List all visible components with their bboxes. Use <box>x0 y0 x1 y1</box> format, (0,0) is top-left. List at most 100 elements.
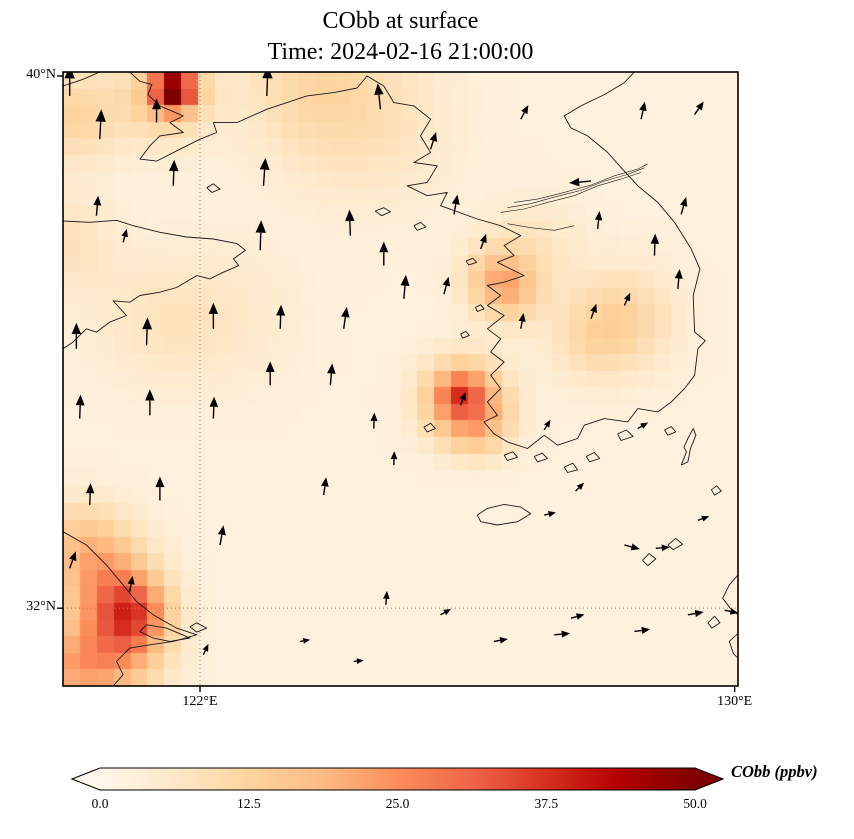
coastline <box>474 304 485 312</box>
wind-arrow-shaft <box>202 650 206 656</box>
wind-arrow-shaft <box>543 425 548 431</box>
wind-arrow-head <box>443 608 451 616</box>
coastline <box>63 219 246 350</box>
wind-arrow-head <box>575 613 585 620</box>
wind-arrow-head <box>459 392 466 401</box>
wind-arrow-head <box>729 608 738 615</box>
wind-arrow-head <box>623 292 631 302</box>
wind-arrow-head <box>69 551 77 562</box>
colorbar-outline <box>70 767 725 791</box>
colorbar-extend-max-arrow <box>695 768 723 790</box>
wind-arrow-shaft <box>493 639 501 643</box>
wind-arrow-head <box>390 451 398 460</box>
wind-arrow-shaft <box>385 598 388 605</box>
wind-arrow-head <box>594 211 603 221</box>
river <box>507 223 575 231</box>
wind-arrow-head <box>169 159 179 172</box>
coastline <box>374 207 391 217</box>
colorbar-label: CObb (ppbv) <box>731 762 818 781</box>
wind-arrow-shaft <box>544 513 549 516</box>
wind-arrow-shaft <box>480 241 484 250</box>
wind-arrow-head <box>370 412 378 422</box>
axis-frame <box>62 71 739 687</box>
river <box>507 167 645 208</box>
wind-arrow-head <box>259 157 270 170</box>
wind-arrow-shaft <box>322 486 326 496</box>
coastline <box>642 553 657 567</box>
wind-arrow-shaft <box>570 615 577 619</box>
wind-arrow-shaft <box>145 329 148 346</box>
wind-arrow-head <box>569 177 580 187</box>
coastline <box>728 633 738 659</box>
wind-arrow-head <box>121 228 128 238</box>
wind-arrow-head <box>548 511 556 518</box>
wind-arrow-shaft <box>520 112 525 120</box>
wind-arrow-head <box>641 626 651 634</box>
wind-arrow-head <box>576 482 585 490</box>
figure-subtitle: Time: 2024-02-16 21:00:00 <box>267 38 534 65</box>
wind-arrow-head <box>379 241 389 253</box>
wind-arrow-head <box>518 313 526 322</box>
coastline <box>413 221 427 231</box>
coastline <box>503 451 518 461</box>
wind-arrow-head <box>701 515 710 522</box>
colorbar-tick-label: 0.0 <box>91 796 109 811</box>
coastline <box>460 330 470 339</box>
coastline <box>680 428 697 466</box>
wind-arrow-shaft <box>687 612 696 616</box>
x-tick-label: 130°E <box>717 694 753 709</box>
wind-arrow-shaft <box>624 544 632 548</box>
wind-arrow-shaft <box>219 534 223 546</box>
wind-arrow-head <box>142 317 153 330</box>
wind-arrow-shaft <box>95 205 99 216</box>
title-block: CObb at surface Time: 2024-02-16 21:00:0… <box>63 6 738 67</box>
wind-arrow-shaft <box>554 633 562 636</box>
wind-arrow-shaft <box>403 285 406 299</box>
coastline <box>206 183 221 193</box>
wind-arrow-head <box>155 476 165 488</box>
wind-arrow-head <box>451 194 460 205</box>
wind-arrow-shaft <box>329 373 333 386</box>
coastline <box>710 485 722 496</box>
wind-arrow-shaft <box>579 180 592 183</box>
colorbar-tick-label: 50.0 <box>683 796 707 811</box>
wind-arrow-head <box>75 394 85 406</box>
wind-arrow-head <box>590 303 597 313</box>
wind-arrow-head <box>341 306 350 318</box>
wind-arrow-head <box>345 209 355 222</box>
coastline <box>533 452 548 463</box>
coastline <box>63 531 198 686</box>
colorbar-tick-label: 25.0 <box>385 796 410 811</box>
wind-arrow-shaft <box>724 609 731 613</box>
wind-arrow-head <box>255 220 266 233</box>
wind-arrow-shaft <box>680 205 685 215</box>
wind-arrow-shaft <box>172 171 175 186</box>
wind-arrow-head <box>217 525 226 536</box>
wind-arrow-head <box>561 630 571 638</box>
wind-arrow-shaft <box>596 220 600 230</box>
wind-arrow-head <box>127 575 135 585</box>
wind-arrow-head <box>640 422 649 429</box>
wind-arrow-shaft <box>520 321 523 329</box>
river <box>514 163 648 203</box>
river-paths <box>500 163 648 231</box>
wind-arrow-shaft <box>697 518 703 522</box>
wind-arrow-head <box>630 543 640 551</box>
wind-arrow-head <box>302 638 311 644</box>
coastline <box>423 422 436 433</box>
figure-title: CObb at surface <box>322 8 479 34</box>
wind-arrow-head <box>209 396 219 407</box>
wind-arrow-shaft <box>640 110 644 120</box>
river <box>500 172 642 213</box>
wind-arrow-head <box>145 389 155 401</box>
y-tick-label: 32°N <box>26 599 56 615</box>
wind-arrow-shaft <box>440 611 445 616</box>
colorbar <box>70 767 725 791</box>
wind-arrows <box>64 72 738 664</box>
wind-arrow-head <box>695 101 704 111</box>
wind-arrow-shaft <box>99 121 102 140</box>
wind-arrow-head <box>356 658 364 664</box>
coastline <box>465 257 478 266</box>
coastline <box>617 429 634 441</box>
